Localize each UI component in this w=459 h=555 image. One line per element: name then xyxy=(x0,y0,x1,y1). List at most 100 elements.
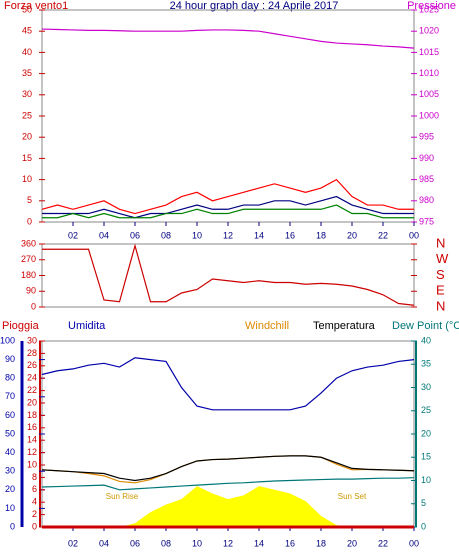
y3-tick-label: 18 xyxy=(27,410,37,420)
series-line xyxy=(41,477,415,491)
y2-tick-label: W xyxy=(436,251,449,266)
x-tick-label: 06 xyxy=(130,538,140,548)
y-tick-label: 15 xyxy=(22,153,32,163)
y-tick-label: 60 xyxy=(5,410,15,420)
x-tick-label: 02 xyxy=(68,230,78,240)
y-tick-label: 0 xyxy=(10,521,15,531)
y-tick-label: 90 xyxy=(26,286,36,296)
y3-tick-label: 30 xyxy=(27,335,37,345)
y2-tick-label: 30 xyxy=(421,382,431,392)
chart-title: 24 hour graph day : 24 Aprile 2017 xyxy=(170,0,339,12)
x-tick-label: 12 xyxy=(223,538,233,548)
y3-tick-label: 4 xyxy=(32,497,37,507)
pressure-label: Pressione xyxy=(407,0,456,12)
legend-entry: Pioggia xyxy=(2,320,40,332)
y2-tick-label: 40 xyxy=(421,335,431,345)
x-tick-label: 10 xyxy=(192,230,202,240)
y-tick-label: 10 xyxy=(5,503,15,513)
series-line xyxy=(42,204,414,219)
y2-tick-label: 1010 xyxy=(419,68,439,78)
y3-tick-label: 8 xyxy=(32,472,37,482)
y-tick-label: 180 xyxy=(21,270,36,280)
series-line xyxy=(41,178,414,215)
legend-entry: Dew Point (°C xyxy=(392,320,459,332)
y-tick-label: 80 xyxy=(5,373,15,383)
legend-entry: Temperatura xyxy=(313,320,376,332)
y3-tick-label: 26 xyxy=(27,360,37,370)
y-tick-label: 70 xyxy=(5,391,15,401)
y-tick-label: 30 xyxy=(5,466,15,476)
y-tick-label: 0 xyxy=(31,301,36,311)
series-line xyxy=(41,357,415,411)
y-tick-label: 30 xyxy=(22,89,32,99)
y3-tick-label: 2 xyxy=(32,509,37,519)
x-tick-label: 12 xyxy=(223,230,233,240)
y-tick-label: 10 xyxy=(22,174,32,184)
legend-entry: Windchill xyxy=(245,320,289,332)
y2-tick-label: 35 xyxy=(421,359,431,369)
x-tick-label: 06 xyxy=(130,230,140,240)
y-tick-label: 25 xyxy=(22,110,32,120)
series-line xyxy=(41,28,415,49)
y-tick-label: 20 xyxy=(5,484,15,494)
y2-tick-label: 1000 xyxy=(419,110,439,120)
y2-tick-label: N xyxy=(436,235,445,250)
y2-tick-label: 1020 xyxy=(419,26,439,36)
y2-tick-label: 975 xyxy=(419,216,434,226)
y-tick-label: 270 xyxy=(21,254,36,264)
x-tick-label: 18 xyxy=(316,230,326,240)
y3-tick-label: 16 xyxy=(27,422,37,432)
y2-tick-label: 1005 xyxy=(419,89,439,99)
x-tick-label: 18 xyxy=(316,538,326,548)
y2-tick-label: 15 xyxy=(421,452,431,462)
y2-tick-label: N xyxy=(436,298,445,313)
x-tick-label: 14 xyxy=(254,230,264,240)
y2-tick-label: 980 xyxy=(419,195,434,205)
y-tick-label: 35 xyxy=(22,68,32,78)
x-tick-label: 14 xyxy=(254,538,264,548)
solar-area xyxy=(42,486,414,527)
x-tick-label: 22 xyxy=(378,230,388,240)
x-tick-label: 16 xyxy=(285,538,295,548)
y3-tick-label: 6 xyxy=(32,484,37,494)
y2-tick-label: 1025 xyxy=(419,4,439,14)
x-tick-label: 20 xyxy=(347,538,357,548)
y2-tick-label: 995 xyxy=(419,132,434,142)
y-tick-label: 40 xyxy=(5,447,15,457)
y3-tick-label: 10 xyxy=(27,459,37,469)
y-tick-label: 0 xyxy=(27,216,32,226)
x-tick-label: 02 xyxy=(68,538,78,548)
y2-tick-label: S xyxy=(436,267,445,282)
series-line xyxy=(42,243,415,306)
y3-tick-label: 24 xyxy=(27,373,37,383)
y-tick-label: 50 xyxy=(5,428,15,438)
x-tick-label: 00 xyxy=(409,538,419,548)
series-line xyxy=(42,195,414,219)
y3-tick-label: 12 xyxy=(27,447,37,457)
y-tick-label: 5 xyxy=(27,195,32,205)
x-tick-label: 10 xyxy=(192,538,202,548)
y-tick-label: 45 xyxy=(22,26,32,36)
x-tick-label: 22 xyxy=(378,538,388,548)
x-tick-label: 08 xyxy=(161,230,171,240)
y2-tick-label: 985 xyxy=(419,174,434,184)
y3-tick-label: 20 xyxy=(27,397,37,407)
y3-tick-label: 28 xyxy=(27,348,37,358)
y2-tick-label: E xyxy=(436,283,445,298)
y2-tick-label: 1015 xyxy=(419,47,439,57)
legend-entry: Umidita xyxy=(68,320,106,332)
y-tick-label: 20 xyxy=(22,132,32,142)
y2-tick-label: 5 xyxy=(421,498,426,508)
y-tick-label: 90 xyxy=(5,354,15,364)
y-tick-label: 50 xyxy=(22,4,32,14)
y-tick-label: 360 xyxy=(21,238,36,248)
series-line xyxy=(41,455,415,482)
y3-tick-label: 22 xyxy=(27,385,37,395)
y2-tick-label: 0 xyxy=(421,521,426,531)
y3-tick-label: 14 xyxy=(27,435,37,445)
y3-tick-label: 0 xyxy=(32,521,37,531)
x-tick-label: 16 xyxy=(285,230,295,240)
y-tick-label: 40 xyxy=(22,47,32,57)
